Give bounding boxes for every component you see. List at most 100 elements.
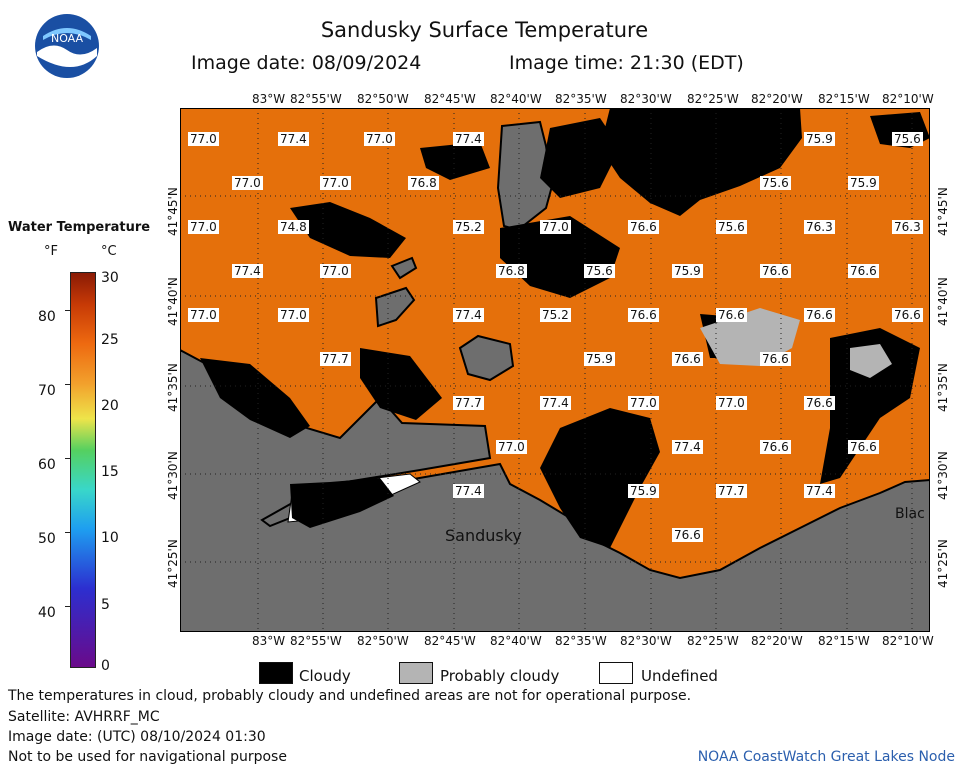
- c-tick-5: 5: [101, 597, 110, 613]
- temperature-label: 75.9: [584, 352, 615, 366]
- lat-label: 41°30'N: [936, 451, 950, 500]
- lon-label: 82°20'W: [751, 634, 803, 648]
- temperature-label: 77.4: [453, 132, 484, 146]
- temperature-label: 75.9: [848, 176, 879, 190]
- c-tick-0: 0: [101, 658, 110, 674]
- temperature-label: 76.6: [716, 308, 747, 322]
- lon-label: 82°10'W: [882, 92, 934, 106]
- lat-label: 41°30'N: [166, 451, 180, 500]
- temperature-label: 76.8: [408, 176, 439, 190]
- probably-cloudy-swatch: [399, 662, 433, 684]
- image-time: Image time: 21:30 (EDT): [509, 52, 744, 74]
- lat-label: 41°35'N: [166, 363, 180, 412]
- temperature-label: 77.0: [188, 220, 219, 234]
- legend-title: Water Temperature: [8, 220, 151, 235]
- place-label-blac: Blac: [895, 506, 925, 522]
- temperature-label: 77.0: [188, 308, 219, 322]
- navigation-warning: Not to be used for navigational purpose: [8, 749, 287, 765]
- temperature-label: 77.0: [496, 440, 527, 454]
- lon-label: 82°30'W: [620, 634, 672, 648]
- credit-text: NOAA CoastWatch Great Lakes Node: [697, 749, 955, 765]
- lon-label: 82°35'W: [555, 92, 607, 106]
- unit-celsius: °C: [101, 244, 117, 259]
- utc-date-text: Image date: (UTC) 08/10/2024 01:30: [8, 729, 266, 745]
- probably-cloudy-areas: [700, 308, 892, 378]
- lon-label: 82°45'W: [424, 92, 476, 106]
- cloudy-label: Cloudy: [299, 667, 351, 685]
- temperature-label: 77.0: [232, 176, 263, 190]
- lon-label: 82°30'W: [620, 92, 672, 106]
- temperature-label: 77.0: [278, 308, 309, 322]
- page-title: Sandusky Surface Temperature: [320, 18, 649, 42]
- temperature-label: 77.4: [804, 484, 835, 498]
- temperature-label: 76.6: [760, 264, 791, 278]
- temperature-label: 75.9: [628, 484, 659, 498]
- undefined-swatch: [599, 662, 633, 684]
- cloudy-swatch: [259, 662, 293, 684]
- lon-label: 82°40'W: [490, 92, 542, 106]
- lon-label: 82°50'W: [357, 634, 409, 648]
- temperature-label: 76.3: [892, 220, 923, 234]
- temperature-label: 75.6: [716, 220, 747, 234]
- temperature-label: 77.0: [540, 220, 571, 234]
- temperature-label: 75.6: [760, 176, 791, 190]
- lon-label: 82°15'W: [818, 634, 870, 648]
- lon-label: 82°50'W: [357, 92, 409, 106]
- f-tick-40: 40: [38, 605, 56, 621]
- f-tick-60: 60: [38, 457, 56, 473]
- bass-island: [390, 256, 418, 280]
- temperature-label: 77.0: [628, 396, 659, 410]
- temperature-label: 76.6: [760, 440, 791, 454]
- lon-label: 82°45'W: [424, 634, 476, 648]
- temperature-label: 75.9: [804, 132, 835, 146]
- lon-label: 82°55'W: [290, 92, 342, 106]
- lat-label: 41°25'N: [936, 539, 950, 588]
- sst-map: Sandusky Blac 77.0 77.4 77.0 77.4 75.9 75.6 77…: [179, 108, 931, 633]
- temperature-label: 76.8: [496, 264, 527, 278]
- temperature-colorbar: [70, 272, 96, 668]
- temperature-label: 76.6: [848, 264, 879, 278]
- temperature-label: 77.4: [540, 396, 571, 410]
- temperature-label: 76.6: [760, 352, 791, 366]
- lon-label: 82°15'W: [818, 92, 870, 106]
- temperature-label: 77.0: [320, 264, 351, 278]
- temperature-label: 75.9: [672, 264, 703, 278]
- kelleys-island: [458, 334, 515, 382]
- f-tick-50: 50: [38, 531, 56, 547]
- lon-label: 82°10'W: [882, 634, 934, 648]
- undefined-label: Undefined: [641, 667, 718, 685]
- c-tick-30: 30: [101, 270, 119, 286]
- temperature-label: 74.8: [278, 220, 309, 234]
- temperature-label: 77.4: [278, 132, 309, 146]
- c-tick-25: 25: [101, 332, 119, 348]
- lat-label: 41°45'N: [936, 187, 950, 236]
- disclaimer-text: The temperatures in cloud, probably clou…: [8, 688, 692, 704]
- temperature-label: 77.4: [232, 264, 263, 278]
- pelee-peninsula: [496, 120, 554, 232]
- temperature-label: 76.6: [804, 308, 835, 322]
- satellite-text: Satellite: AVHRRF_MC: [8, 709, 160, 725]
- colorbar-tick: [65, 310, 70, 311]
- temperature-label: 75.6: [584, 264, 615, 278]
- temperature-label: 77.0: [188, 132, 219, 146]
- temperature-label: 76.6: [892, 308, 923, 322]
- place-label-sandusky: Sandusky: [445, 526, 522, 545]
- temperature-label: 77.4: [672, 440, 703, 454]
- colorbar-tick: [65, 532, 70, 533]
- lat-label: 41°35'N: [936, 363, 950, 412]
- lon-label: 82°20'W: [751, 92, 803, 106]
- lon-label: 83°W: [252, 634, 286, 648]
- c-tick-10: 10: [101, 530, 119, 546]
- temperature-label: 75.2: [453, 220, 484, 234]
- lon-label: 82°25'W: [687, 92, 739, 106]
- lon-label: 82°40'W: [490, 634, 542, 648]
- graticule: [180, 108, 930, 632]
- lat-label: 41°25'N: [166, 539, 180, 588]
- temperature-label: 76.3: [804, 220, 835, 234]
- temperature-label: 77.7: [716, 484, 747, 498]
- temperature-label: 77.4: [453, 308, 484, 322]
- c-tick-20: 20: [101, 398, 119, 414]
- temperature-label: 75.6: [892, 132, 923, 146]
- temperature-label: 75.2: [540, 308, 571, 322]
- c-tick-15: 15: [101, 464, 119, 480]
